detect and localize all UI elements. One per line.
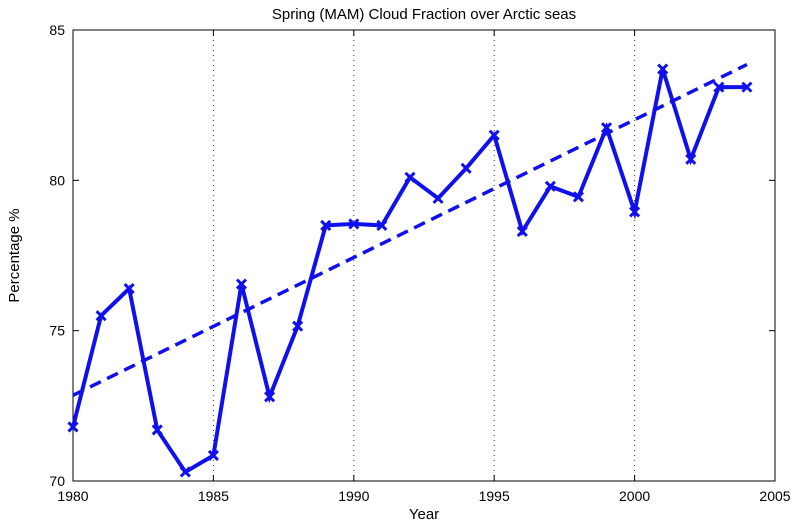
x-tick-label: 1990 (338, 488, 369, 504)
x-tick-label: 2005 (759, 488, 790, 504)
data-point-marker (151, 424, 163, 436)
data-point-marker (235, 278, 248, 290)
x-tick-label: 1985 (198, 488, 229, 504)
data-point-marker (516, 225, 528, 238)
data-point-marker (292, 320, 304, 332)
y-tick-label: 75 (49, 323, 65, 339)
data-point-marker (95, 310, 107, 322)
data-point-marker (263, 391, 276, 403)
data-point-marker (67, 421, 79, 433)
data-point-marker (685, 153, 697, 165)
x-tick-label: 2000 (619, 488, 650, 504)
series (67, 63, 753, 478)
grid (212, 30, 636, 481)
y-tick-label: 70 (49, 473, 65, 489)
data-point-marker (404, 171, 416, 183)
data-point-marker (572, 191, 585, 203)
data-point-marker (179, 466, 191, 478)
data-point-marker (207, 449, 219, 462)
chart-title: Spring (MAM) Cloud Fraction over Arctic … (272, 6, 576, 23)
x-tick-label: 1995 (479, 488, 510, 504)
y-axis-label: Percentage % (6, 208, 23, 302)
data-point-marker (544, 180, 556, 192)
data-point-marker (320, 219, 332, 231)
data-point-marker (376, 219, 388, 231)
y-tick-label: 80 (49, 172, 65, 188)
data-point-marker (488, 129, 500, 141)
data-point-marker (657, 63, 669, 75)
data-point-marker (348, 218, 360, 230)
x-tick-label: 1980 (57, 488, 88, 504)
tick-labels: 1980 1985 1990 1995 2000 2005 70 75 80 85 (49, 22, 790, 504)
y-tick-label: 85 (49, 22, 65, 38)
data-point-marker (713, 81, 725, 93)
data-point-marker (460, 162, 472, 174)
data-point-marker (629, 206, 641, 218)
data-point-marker (123, 283, 135, 295)
data-point-marker (600, 122, 613, 134)
trend-line (72, 63, 748, 397)
ticks (72, 29, 776, 482)
plot-frame (72, 29, 776, 482)
data-point-marker (741, 81, 753, 93)
data-point-marker (432, 192, 444, 204)
x-axis-label: Year (409, 506, 439, 523)
